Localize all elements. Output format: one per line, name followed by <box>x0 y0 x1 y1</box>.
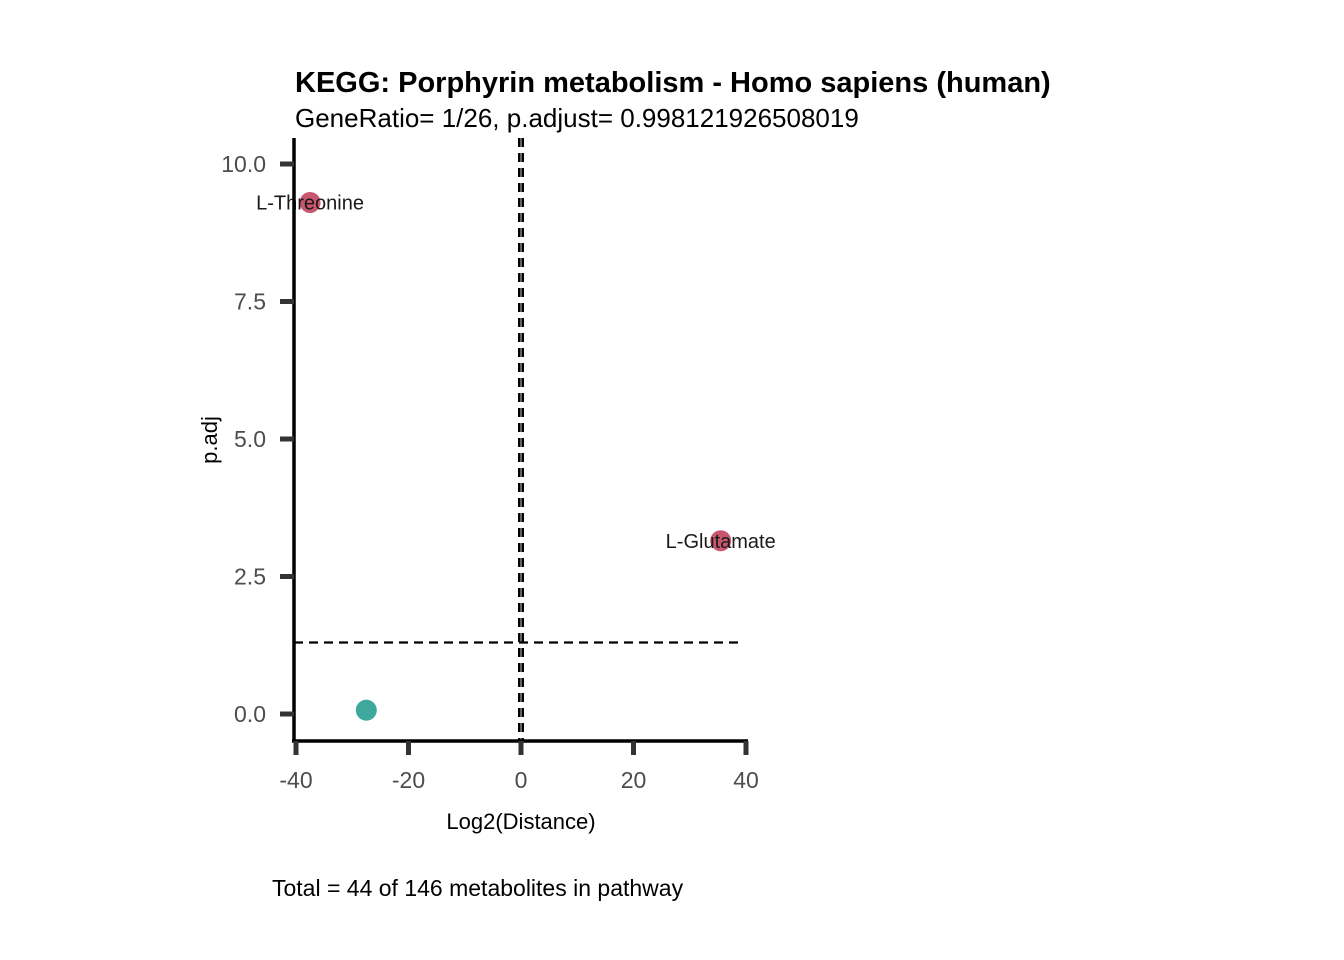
x-tick-label: -20 <box>392 767 425 793</box>
x-tick-label: 40 <box>733 767 759 793</box>
x-tick-label: 20 <box>621 767 647 793</box>
x-axis-title: Log2(Distance) <box>446 809 595 834</box>
y-axis-title: p.adj <box>197 416 222 464</box>
data-point-l-glutamate <box>710 530 732 552</box>
point-label: L-Glutamate <box>666 531 776 553</box>
chart-caption: Total = 44 of 146 metabolites in pathway <box>272 875 684 901</box>
y-tick-label: 5.0 <box>234 426 266 452</box>
y-axis-ticks: 0.0 2.5 5.0 7.5 10.0 <box>221 151 294 727</box>
data-point-l-threonine <box>299 192 321 213</box>
x-tick-label: 0 <box>515 767 528 793</box>
y-tick-label: 7.5 <box>234 289 266 315</box>
y-tick-label: 10.0 <box>221 151 266 177</box>
reference-lines <box>294 138 740 741</box>
data-points <box>299 192 732 721</box>
x-tick-label: -40 <box>279 767 312 793</box>
chart-title: KEGG: Porphyrin metabolism - Homo sapien… <box>295 67 1051 99</box>
point-label: L-Threonine <box>256 193 364 215</box>
y-tick-label: 2.5 <box>234 564 266 590</box>
chart-subtitle: GeneRatio= 1/26, p.adjust= 0.99812192650… <box>295 103 859 133</box>
x-axis-ticks: -40 -20 0 20 40 <box>279 741 759 793</box>
point-labels: L-Threonine L-Glutamate <box>256 193 776 553</box>
data-point-unlabeled-2 <box>355 699 377 721</box>
y-tick-label: 0.0 <box>234 701 266 727</box>
